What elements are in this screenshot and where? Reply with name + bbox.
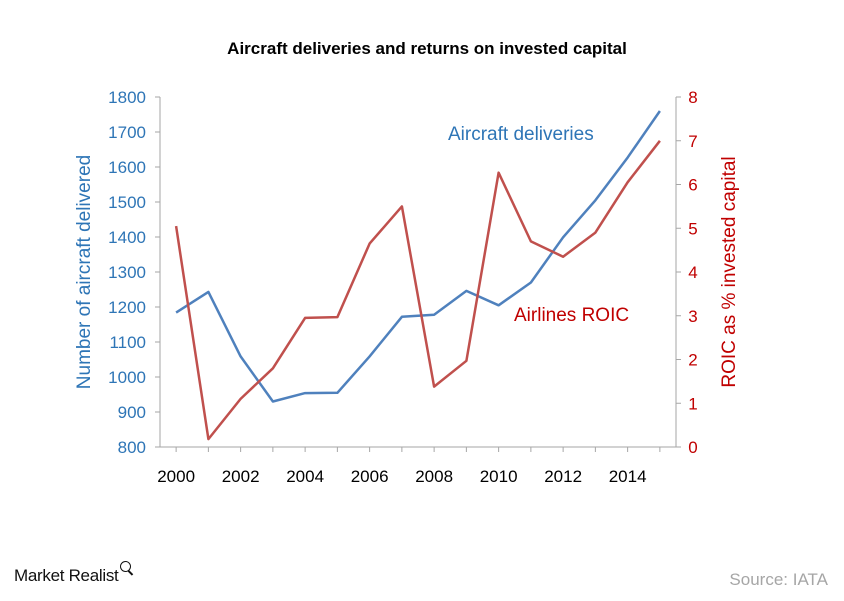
y-right-tick-label: 0 bbox=[688, 438, 697, 457]
x-tick-label: 2014 bbox=[609, 467, 647, 486]
y-right-tick-label: 4 bbox=[688, 263, 697, 282]
y-left-tick-label: 800 bbox=[118, 438, 146, 457]
left-axis: 800 900 1000 1100 1200 1300 1400 1500 1600 1700 18… bbox=[108, 88, 161, 457]
x-tick-label: 2012 bbox=[544, 467, 582, 486]
y-right-tick-label: 6 bbox=[688, 176, 697, 195]
y-left-tick-label: 1500 bbox=[108, 193, 146, 212]
brand-logo: Market Realist bbox=[14, 561, 134, 586]
y-right-tick-label: 5 bbox=[688, 219, 697, 238]
y-left-tick-label: 1600 bbox=[108, 158, 146, 177]
series-label-aircraft-deliveries: Aircraft deliveries bbox=[448, 124, 594, 145]
series-label-airlines-roic: Airlines ROIC bbox=[514, 305, 629, 326]
y-left-tick-label: 1800 bbox=[108, 88, 146, 107]
y-left-tick-label: 1100 bbox=[109, 333, 146, 352]
y-right-tick-label: 8 bbox=[688, 88, 697, 107]
x-tick-label: 2006 bbox=[351, 467, 389, 486]
series-line-airlines-roic bbox=[174, 140, 661, 441]
right-axis: 0 1 2 3 4 5 6 7 8 bbox=[675, 88, 698, 457]
x-tick-label: 2010 bbox=[480, 467, 518, 486]
source-note: Source: IATA bbox=[729, 570, 828, 589]
y-right-tick-label: 2 bbox=[688, 351, 697, 370]
series-line-aircraft-deliveries bbox=[175, 110, 661, 403]
x-tick-label: 2004 bbox=[286, 467, 324, 486]
y-left-tick-label: 1700 bbox=[108, 123, 146, 142]
magnifier-icon bbox=[120, 561, 134, 576]
plot-series bbox=[174, 110, 661, 441]
y-left-tick-label: 1300 bbox=[108, 263, 146, 282]
x-tick-label: 2002 bbox=[222, 467, 260, 486]
y-right-axis-label: ROIC as % invested capital bbox=[719, 156, 740, 387]
x-tick-label: 2000 bbox=[157, 467, 195, 486]
y-left-tick-label: 1000 bbox=[108, 368, 146, 387]
x-tick-label: 2008 bbox=[415, 467, 453, 486]
brand-name: Market Realist bbox=[14, 566, 119, 585]
y-left-tick-label: 1200 bbox=[108, 298, 146, 317]
chart-title: Aircraft deliveries and returns on inves… bbox=[227, 39, 627, 58]
y-right-tick-label: 1 bbox=[688, 394, 697, 413]
y-right-tick-label: 7 bbox=[688, 132, 697, 151]
y-right-tick-label: 3 bbox=[688, 307, 697, 326]
x-axis: 2000 2002 2004 2006 2008 2010 2012 2014 bbox=[157, 446, 676, 486]
y-left-tick-label: 1400 bbox=[108, 228, 146, 247]
y-left-tick-label: 900 bbox=[118, 403, 146, 422]
y-left-axis-label: Number of aircraft delivered bbox=[74, 155, 95, 389]
